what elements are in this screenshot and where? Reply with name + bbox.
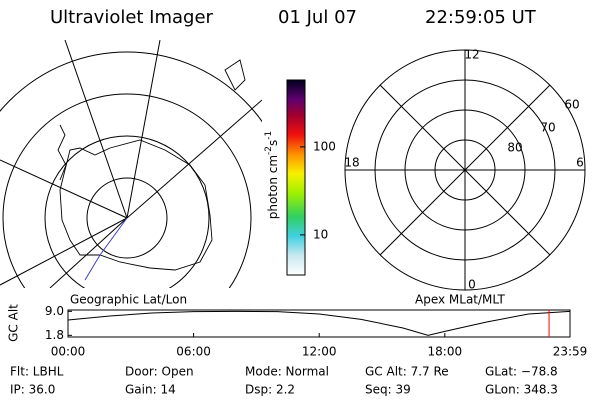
colorbar-tick-label: 10 [313,227,328,241]
lat-label: 70 [540,121,555,135]
instrument: Ultraviolet Imager [50,7,214,28]
info-field: GLat: −78.8 [485,365,558,379]
label-part: -1 [264,131,274,140]
label-part: s [266,140,280,146]
mlt-label: 6 [576,156,584,170]
x-tick-label: 12:00 [302,345,337,359]
label-part: -2 [264,146,274,155]
mlt-label: 12 [464,48,479,62]
x-tick-label: 06:00 [176,345,211,359]
geographic-label: Geographic Lat/Lon [70,293,187,307]
info-field: Seq: 39 [365,383,411,397]
x-tick-label: 18:00 [428,345,463,359]
info-field: Gain: 14 [125,383,176,397]
polar-grid [344,49,586,291]
colorbar [286,79,306,276]
mlt-label: 0 [468,278,476,292]
colorbar-label: photon cm-2s-1 [264,131,280,220]
info-field: Mode: Normal [245,365,329,379]
info-field: GLon: 348.3 [485,383,558,397]
info-field: Door: Open [125,365,194,379]
info-field: Flt: LBHL [10,365,64,379]
date: 01 Jul 07 [278,7,357,28]
y-tick-label: 9.0 [45,304,64,318]
colorbar-tick-label: 100 [313,139,336,153]
x-tick-label: 23:59 [553,345,588,359]
time: 22:59:05 UT [425,7,537,28]
y-tick-label: 1.8 [45,328,64,342]
lat-label: 80 [507,141,522,155]
x-tick-label: 00:00 [51,345,86,359]
label-part: photon cm [266,155,280,219]
mlt-label: 18 [344,156,359,170]
info-field: IP: 36.0 [10,383,55,397]
lat-label: 60 [564,98,579,112]
geographic-map [0,40,262,288]
y-label: GC Alt [7,304,21,342]
info-field: Dsp: 2.2 [245,383,295,397]
polar-label: Apex MLat/MLT [415,293,505,307]
info-field: GC Alt: 7.7 Re [365,365,449,379]
altitude-line [67,310,571,336]
